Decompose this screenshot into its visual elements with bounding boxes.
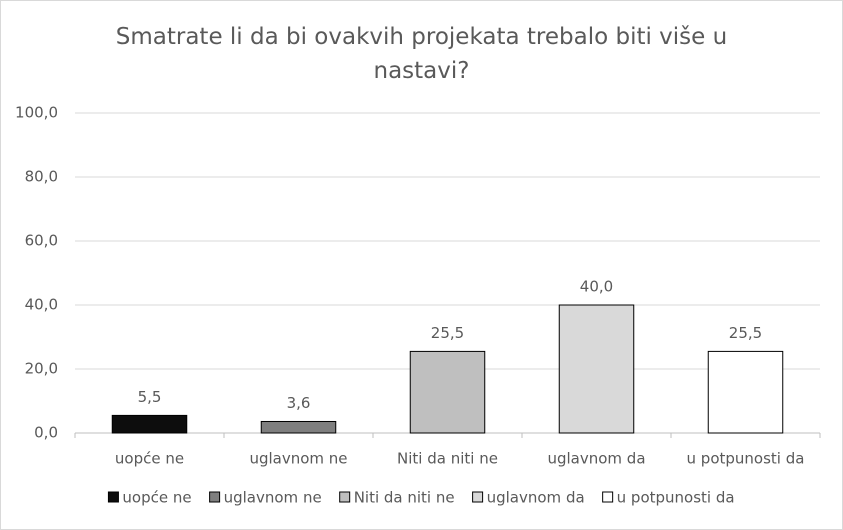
bar <box>409 350 486 434</box>
legend-label: uglavnom ne <box>224 489 322 507</box>
legend-label: Niti da niti ne <box>354 489 455 507</box>
legend-swatch <box>209 491 221 503</box>
legend-label: uopće ne <box>122 489 191 507</box>
bar <box>111 414 188 434</box>
x-tick-label: uopće ne <box>115 450 184 468</box>
data-label: 40,0 <box>580 278 613 296</box>
legend-label: u potpunosti da <box>617 489 735 507</box>
data-label: 3,6 <box>287 394 311 412</box>
bar <box>558 304 635 434</box>
data-label: 25,5 <box>431 324 464 342</box>
data-label: 5,5 <box>138 388 162 406</box>
legend-swatch <box>472 491 484 503</box>
x-tick-label: uglavnom da <box>547 450 645 468</box>
bar <box>707 350 784 434</box>
x-tick-label: uglavnom ne <box>249 450 347 468</box>
y-tick-label: 80,0 <box>25 168 58 186</box>
x-tick-label: Niti da niti ne <box>397 450 498 468</box>
bar <box>260 420 337 434</box>
chart-title: Smatrate li da bi ovakvih projekata treb… <box>115 24 728 84</box>
y-tick-label: 100,0 <box>15 104 58 122</box>
legend-label: uglavnom da <box>487 489 585 507</box>
data-label: 25,5 <box>729 324 762 342</box>
legend-swatch <box>107 491 119 503</box>
legend-swatch <box>602 491 614 503</box>
y-tick-label: 40,0 <box>25 296 58 314</box>
y-tick-label: 20,0 <box>25 360 58 378</box>
x-tick-label: u potpunosti da <box>687 450 805 468</box>
y-tick-label: 0,0 <box>34 424 58 442</box>
legend-swatch <box>339 491 351 503</box>
y-tick-label: 60,0 <box>25 232 58 250</box>
